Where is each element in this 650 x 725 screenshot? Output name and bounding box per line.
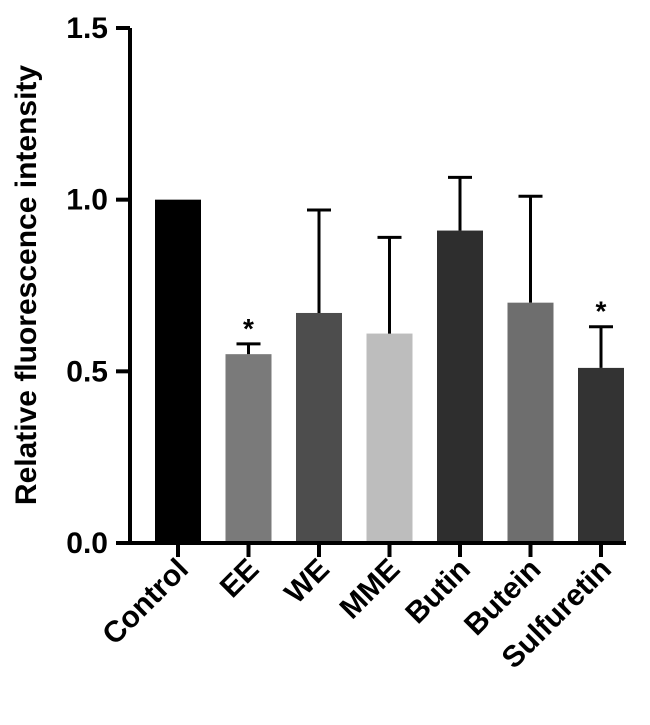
bar-ee — [225, 354, 272, 543]
bar-control — [155, 199, 201, 543]
bar-butein — [507, 302, 554, 543]
y-axis-title: Relative fluorescence intensity — [10, 65, 43, 505]
bar-mme — [366, 333, 413, 543]
significance-mark: * — [596, 296, 607, 327]
error-bars — [236, 175, 613, 368]
y-tick-label: 0.5 — [66, 355, 108, 388]
bar-we — [296, 312, 342, 543]
significance-marks: ** — [243, 296, 607, 344]
y-ticks: 0.0 0.5 1.0 1.5 — [66, 12, 130, 560]
x-tick-label: Control — [96, 553, 195, 652]
significance-mark: * — [243, 313, 254, 344]
bar-sulfuretin — [578, 367, 624, 543]
bar-butin — [437, 230, 483, 544]
y-tick-label: 1.0 — [66, 184, 108, 217]
x-tick-label: WE — [278, 553, 336, 611]
y-axis-title-group: Relative fluorescence intensity — [10, 65, 43, 505]
y-tick-label: 0.0 — [66, 527, 108, 560]
y-tick-label: 1.5 — [66, 12, 108, 45]
x-tick-label: MME — [334, 553, 407, 626]
x-tick-label: EE — [214, 553, 266, 605]
bars — [155, 199, 624, 544]
